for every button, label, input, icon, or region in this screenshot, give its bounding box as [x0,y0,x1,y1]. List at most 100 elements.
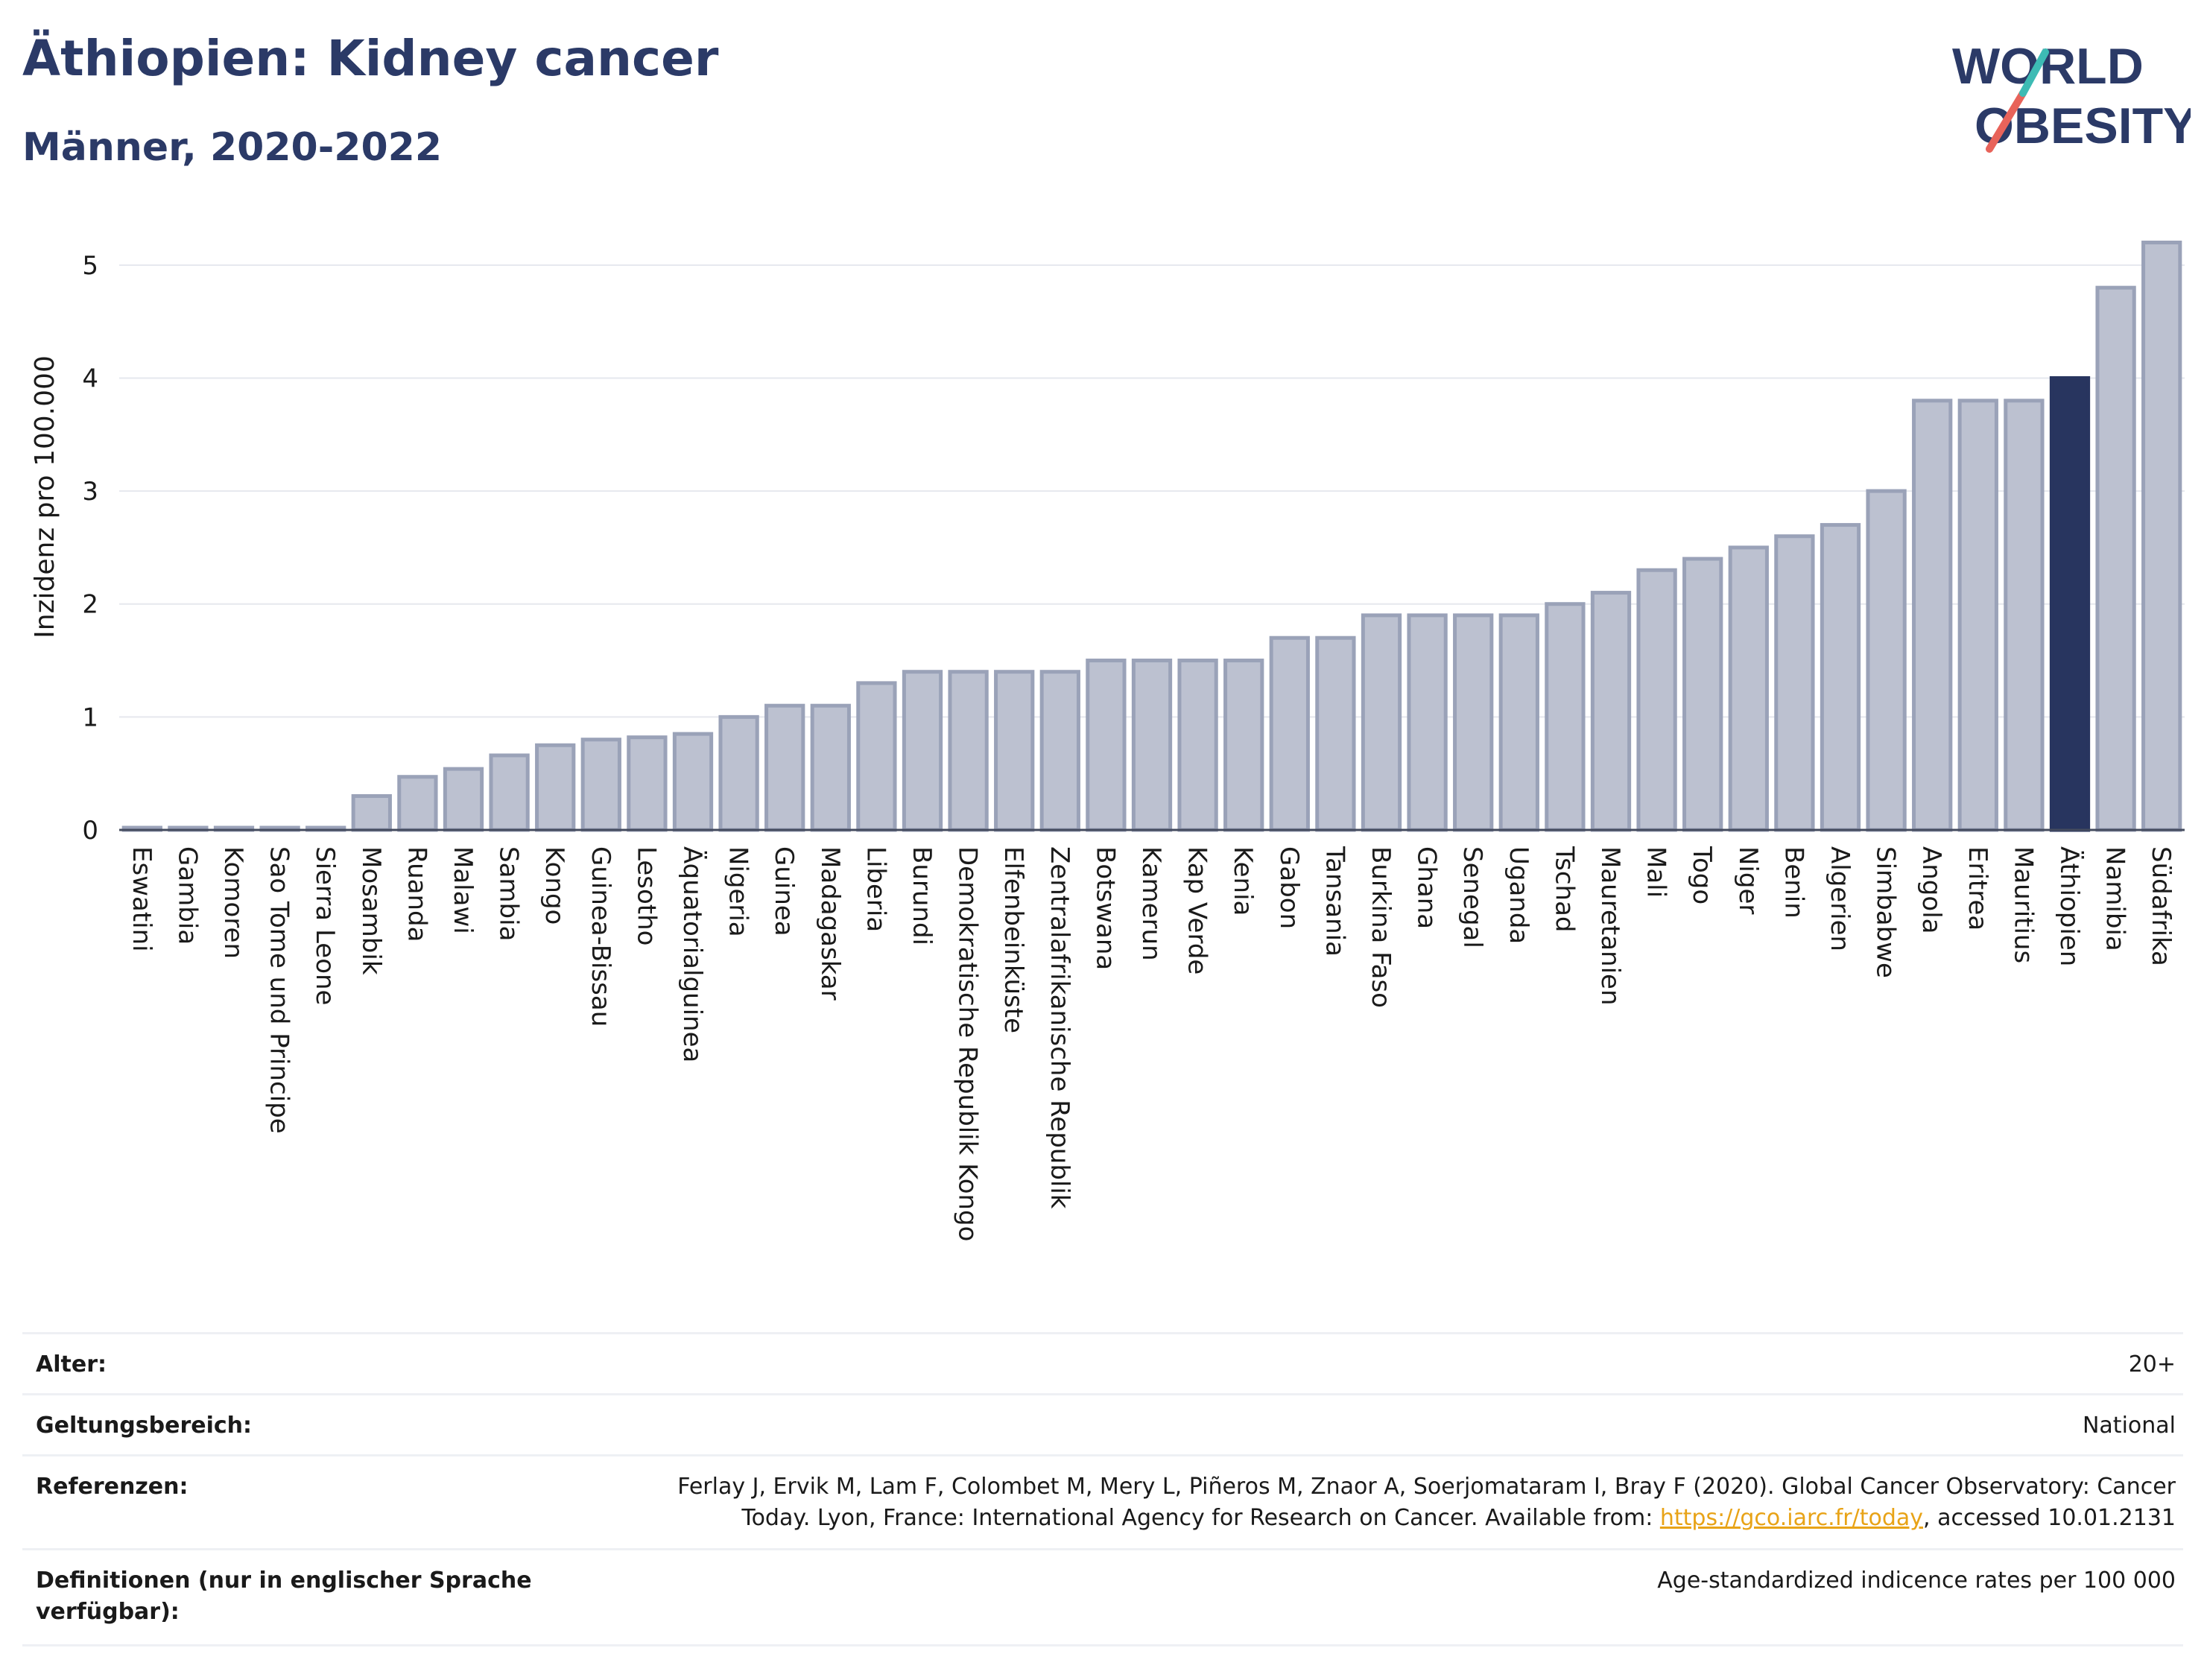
x-tick-label: Eswatini [127,846,156,952]
references-link[interactable]: https://gco.iarc.fr/today [1659,1505,1924,1531]
x-tick-label: Sao Tome und Principe [265,846,294,1134]
x-tick-label: Kap Verde [1182,846,1212,974]
y-axis-label: Inzidenz pro 100.000 [30,355,60,638]
bar-angola [1912,399,1953,832]
x-tick-label: Tschad [1549,846,1579,933]
bar-tschad [1545,602,1586,832]
references-line2: Today. Lyon, France: International Agenc… [574,1503,2176,1534]
x-tick-label: Elfenbeinküste [998,846,1028,1033]
bar-kap-verde [1177,659,1218,832]
bar-burundi [902,670,943,832]
world-obesity-logo: WORLD OBESITY [1952,38,2191,154]
y-tick-label: 5 [82,251,98,281]
x-tick-label: Demokratische Republik Kongo [953,846,983,1241]
bar-sambia [489,753,530,832]
x-tick-label: Burkina Faso [1366,846,1396,1008]
bar-nigeria [718,714,759,832]
meta-row-age: Alter: 20+ [22,1332,2183,1395]
bar-algerien [1820,523,1861,832]
x-tick-label: Simbabwe [1871,846,1901,978]
definitions-value: Age-standardized indicence rates per 100… [1657,1568,2176,1594]
bar-madagaskar [810,703,851,832]
y-tick-label: 1 [82,703,98,732]
bar-liberia [856,681,897,832]
bar-ghana [1407,613,1448,832]
bars [121,240,2182,832]
x-tick-label: Madagaskar [815,846,845,1001]
x-tick-label: Komoren [218,846,248,959]
bar-ruanda [397,775,438,832]
bar-äquatorialguinea [672,732,714,832]
page-title: Äthiopien: Kidney cancer [22,30,719,87]
x-tick-label: Mosambik [356,846,386,975]
x-tick-label: Burundi [907,846,937,945]
bar-mosambik [351,794,392,832]
x-tick-label: Gambia [172,846,202,945]
logo-slash-teal [2019,48,2049,97]
bar-uganda [1498,613,1539,832]
scope-label: Geltungsbereich: [36,1413,253,1439]
y-tick-label: 0 [82,816,98,846]
x-tick-label: Mauretanien [1595,846,1625,1006]
x-tick-label: Uganda [1504,846,1533,944]
x-tick-label: Mauritius [2008,846,2038,963]
x-tick-label: Angola [1916,846,1946,933]
x-tick-label: Tansania [1320,846,1349,957]
bar-mali [1636,568,1677,832]
x-tick-label: Kongo [539,846,569,925]
x-axis-tick-labels: Eswatini Gambia Komoren Sao Tome und Princi… [127,846,2176,1241]
bar-simbabwe [1866,489,1907,832]
x-tick-label: Kenia [1228,846,1258,916]
bar-kongo [535,743,576,832]
x-tick-label: Namibia [2100,846,2130,951]
y-axis-ticks: 0 1 2 3 4 5 [82,251,98,846]
references-label: Referenzen: [36,1474,189,1500]
x-tick-label: Zentralafrikanische Republik [1045,846,1074,1209]
x-tick-label: Mali [1641,846,1671,898]
y-tick-label: 3 [82,477,98,507]
x-tick-label: Äquatorialguinea [677,846,707,1062]
bar-gabon [1269,635,1310,832]
references-line2-post: , accessed 10.01.2131 [1923,1505,2176,1531]
bar-lesotho [627,735,668,832]
x-tick-label: Botswana [1090,846,1120,970]
x-tick-label: Sierra Leone [310,846,340,1005]
bar-demokratische-republik-kongo [948,670,989,832]
bar-tansania [1315,635,1356,832]
meta-row-references: Referenzen: Ferlay J, Ervik M, Lam F, Co… [22,1454,2183,1550]
bar-zentralafrikanische-republik [1039,670,1080,832]
page-subtitle: Männer, 2020-2022 [22,125,443,170]
references-line2-pre: Today. Lyon, France: International Agenc… [741,1505,1660,1531]
x-tick-label: Algerien [1825,846,1855,951]
x-tick-label: Ruanda [402,846,431,942]
definitions-label: Definitionen (nur in englischer Sprache … [36,1568,532,1625]
bar-elfenbeinküste [994,670,1035,832]
x-tick-label: Ghana [1412,846,1442,929]
bar-malawi [443,767,484,832]
bar-kamerun [1131,659,1173,832]
references-value: Ferlay J, Ervik M, Lam F, Colombet M, Me… [574,1471,2176,1534]
y-tick-label: 2 [82,590,98,620]
bar-togo [1682,557,1723,832]
x-tick-label: Guinea [769,846,799,936]
x-tick-label: Sambia [494,846,524,941]
scope-value: National [2082,1413,2176,1439]
x-tick-label: Kamerun [1136,846,1166,961]
x-tick-label: Nigeria [723,846,753,937]
bar-namibia [2095,285,2136,832]
bar-kenia [1223,659,1264,832]
x-tick-label: Senegal [1457,846,1487,948]
bar-niger [1728,545,1769,832]
x-tick-label: Eritrea [1963,846,1992,931]
x-tick-label: Südafrika [2146,846,2176,966]
bar-benin [1774,534,1815,832]
x-tick-label: Äthiopien [2054,846,2084,966]
bar-mauretanien [1590,591,1632,832]
x-tick-label: Liberia [861,846,890,932]
age-value: 20+ [2128,1351,2176,1378]
references-line1: Ferlay J, Ervik M, Lam F, Colombet M, Me… [677,1474,2176,1500]
bar-mauritius [2004,399,2045,832]
logo-slash-red [1986,89,2027,153]
x-tick-label: Benin [1779,846,1808,919]
bar-chart: 0 1 2 3 4 5 Eswatini Gambia Komoren Sao Tome und… [30,240,2185,1241]
